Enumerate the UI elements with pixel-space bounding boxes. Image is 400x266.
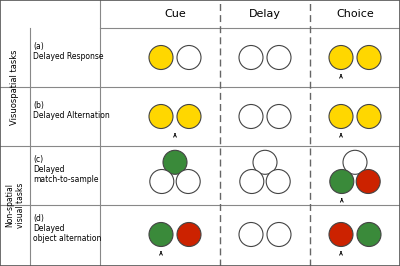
Circle shape: [329, 105, 353, 128]
Text: Choice: Choice: [336, 9, 374, 19]
Text: Cue: Cue: [164, 9, 186, 19]
Circle shape: [266, 169, 290, 193]
Circle shape: [239, 105, 263, 128]
Circle shape: [177, 105, 201, 128]
Text: (a)
Delayed Response: (a) Delayed Response: [33, 42, 104, 61]
Circle shape: [150, 169, 174, 193]
Circle shape: [239, 222, 263, 247]
Circle shape: [240, 169, 264, 193]
Circle shape: [267, 222, 291, 247]
Circle shape: [343, 150, 367, 174]
Circle shape: [357, 105, 381, 128]
Circle shape: [163, 150, 187, 174]
Circle shape: [357, 222, 381, 247]
Text: (b)
Delayed Alternation: (b) Delayed Alternation: [33, 101, 110, 120]
Circle shape: [330, 169, 354, 193]
Circle shape: [253, 150, 277, 174]
Circle shape: [176, 169, 200, 193]
Circle shape: [149, 222, 173, 247]
Circle shape: [149, 105, 173, 128]
Circle shape: [329, 45, 353, 69]
Circle shape: [177, 222, 201, 247]
Circle shape: [329, 222, 353, 247]
Circle shape: [177, 45, 201, 69]
Text: Visuospatial tasks: Visuospatial tasks: [10, 49, 20, 125]
Circle shape: [357, 45, 381, 69]
Circle shape: [239, 45, 263, 69]
Text: (d)
Delayed
object alternation: (d) Delayed object alternation: [33, 214, 101, 243]
Circle shape: [149, 45, 173, 69]
Text: Delay: Delay: [249, 9, 281, 19]
Circle shape: [356, 169, 380, 193]
Text: Non-spatial
visual tasks: Non-spatial visual tasks: [5, 182, 25, 228]
Circle shape: [267, 105, 291, 128]
Text: (c)
Delayed
match-to-sample: (c) Delayed match-to-sample: [33, 155, 98, 184]
Circle shape: [267, 45, 291, 69]
